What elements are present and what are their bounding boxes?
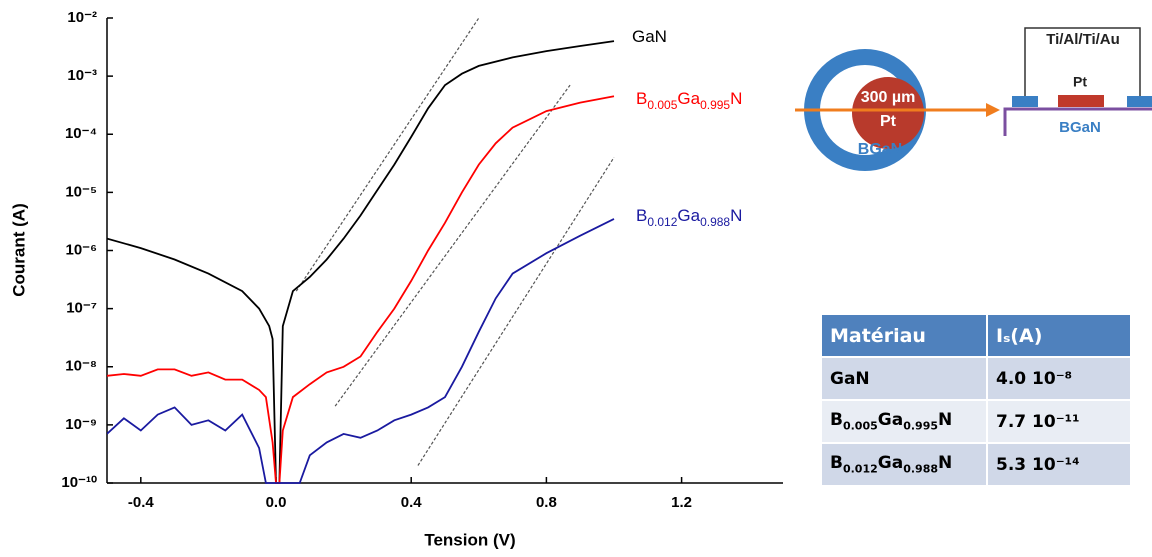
table-cell: GaN bbox=[822, 358, 988, 399]
series-label: GaN bbox=[632, 27, 667, 46]
series-line bbox=[107, 40, 615, 484]
y-tick-label: 10⁻⁸ bbox=[65, 358, 97, 375]
series-label: B0.012Ga0.988N bbox=[636, 206, 742, 229]
table-cell: B0.005Ga0.995N bbox=[822, 401, 988, 442]
section-layer-label: BGaN bbox=[1059, 119, 1101, 136]
series-line bbox=[107, 95, 615, 484]
x-tick-label: 0.8 bbox=[536, 494, 557, 511]
table-cell: Iₛ(A) bbox=[988, 315, 1132, 356]
results-table: Matériau Iₛ(A) GaN 4.0 10⁻⁸ B0.005Ga0.995N 7.… bbox=[822, 313, 1132, 487]
y-tick-label: 10⁻³ bbox=[67, 67, 97, 84]
x-axis-label: Tension (V) bbox=[424, 530, 515, 549]
x-tick-label: 0.0 bbox=[266, 494, 287, 511]
y-tick-label: 10⁻⁷ bbox=[66, 300, 97, 317]
size-label: 300 µm bbox=[861, 89, 916, 106]
pt-contact bbox=[852, 77, 924, 149]
y-tick-label: 10⁻¹⁰ bbox=[61, 474, 97, 491]
y-tick-label: 10⁻⁵ bbox=[65, 183, 97, 200]
y-axis-label: Courant (A) bbox=[9, 203, 28, 296]
section-contact-label: Pt bbox=[1073, 74, 1087, 90]
table-cell: B0.012Ga0.988N bbox=[822, 444, 988, 485]
pad bbox=[1012, 96, 1038, 107]
fit-line bbox=[334, 84, 571, 407]
table-row: B0.012Ga0.988N 5.3 10⁻¹⁴ bbox=[822, 444, 1132, 485]
layer-label: BGaN bbox=[858, 141, 902, 158]
table-row: B0.005Ga0.995N 7.7 10⁻¹¹ bbox=[822, 401, 1132, 442]
table-row: GaN 4.0 10⁻⁸ bbox=[822, 358, 1132, 399]
y-tick-label: 10⁻⁶ bbox=[65, 241, 97, 258]
diagram: 300 µm Pt BGaN Ti/Al/Ti/Au Pt BGaN bbox=[795, 27, 1152, 171]
stack-label: Ti/Al/Ti/Au bbox=[1046, 31, 1120, 48]
table-cell: Matériau bbox=[822, 315, 988, 356]
x-tick-label: 0.4 bbox=[401, 494, 423, 511]
x-tick-label: -0.4 bbox=[128, 494, 155, 511]
fit-line bbox=[295, 17, 480, 292]
stack-wire bbox=[1024, 27, 1141, 96]
x-tick-label: 1.2 bbox=[671, 494, 692, 511]
y-tick-label: 10⁻² bbox=[67, 9, 97, 26]
series-line bbox=[107, 218, 615, 484]
pt-pad bbox=[1058, 95, 1104, 107]
y-tick-label: 10⁻⁹ bbox=[65, 416, 97, 433]
table-row: Matériau Iₛ(A) bbox=[822, 315, 1132, 356]
series-label: B0.005Ga0.995N bbox=[636, 89, 742, 112]
table-cell: 5.3 10⁻¹⁴ bbox=[988, 444, 1132, 485]
arrow-head bbox=[986, 103, 1000, 117]
y-tick-label: 10⁻⁴ bbox=[65, 125, 97, 142]
table-cell: 7.7 10⁻¹¹ bbox=[988, 401, 1132, 442]
table-cell: 4.0 10⁻⁸ bbox=[988, 358, 1132, 399]
fit-line bbox=[417, 157, 615, 466]
pad bbox=[1127, 96, 1152, 107]
substrate-line bbox=[1003, 107, 1152, 136]
contact-label: Pt bbox=[880, 113, 897, 130]
